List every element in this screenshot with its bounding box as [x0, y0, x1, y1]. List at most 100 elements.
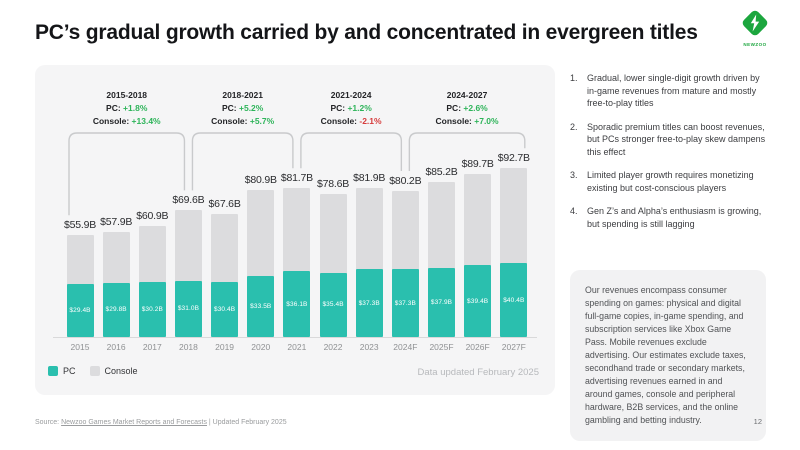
bar-2016: $29.8B — [102, 231, 130, 337]
bar-pc-segment: $30.2B — [138, 282, 166, 337]
bar-pc-value-label: $29.4B — [69, 306, 91, 314]
period-pc-growth: PC: +5.2% — [222, 103, 264, 113]
bar-pc-value-label: $37.9B — [430, 299, 453, 307]
data-updated-note: Data updated February 2025 — [417, 367, 539, 378]
takeaway-text: Gradual, lower single-digit growth drive… — [587, 73, 760, 108]
bar-2026F: $39.4B — [464, 173, 492, 337]
bar-pc-value-label: $37.3B — [394, 299, 416, 307]
bar-total-label: $80.2B — [389, 175, 422, 188]
x-tick-2023: 2023 — [359, 342, 379, 352]
takeaway-3: 3. Limited player growth requires monetiz… — [570, 169, 770, 194]
period-range: 2021-2024 — [330, 90, 372, 100]
bar-2024F: $37.3B — [391, 191, 419, 337]
takeaway-number: 4. — [570, 206, 578, 216]
bar-pc-segment: $40.4B — [500, 263, 528, 337]
period-pc-growth: PC: +1.2% — [330, 103, 372, 113]
bar-total-label: $80.9B — [244, 173, 277, 186]
x-axis-line — [53, 337, 537, 338]
bar-pc-value-label: $36.1B — [286, 300, 308, 308]
bar-total-label: $92.7B — [497, 152, 530, 165]
bar-pc-segment: $31.0B — [174, 280, 202, 337]
legend-swatch-pc — [48, 366, 58, 376]
bar-pc-value-label: $30.2B — [141, 306, 163, 314]
bar-total-label: $60.9B — [136, 210, 169, 223]
bar-pc-segment: $37.9B — [428, 268, 455, 337]
source-prefix: Source: — [35, 419, 62, 426]
bar-2018: $31.0B — [174, 210, 202, 337]
x-tick-2027F: 2027F — [501, 342, 526, 352]
bar-2021: $36.1B — [283, 188, 311, 337]
bar-pc-segment: $30.4B — [211, 281, 239, 337]
bar-2022: $35.4B — [319, 193, 347, 337]
period-range: 2024-2027 — [446, 90, 488, 100]
x-tick-2021: 2021 — [287, 342, 307, 352]
bar-2017: $30.2B — [138, 226, 166, 337]
period-console-growth: Console: -2.1% — [320, 116, 382, 126]
x-tick-2017: 2017 — [142, 342, 162, 352]
newzoo-wordmark: NEWZOO — [743, 42, 767, 47]
bar-pc-value-label: $30.4B — [213, 305, 236, 313]
bar-total-label: $57.9B — [100, 215, 133, 228]
bar-2027F: $40.4B — [500, 168, 528, 337]
takeaway-text: Gen Z’s and Alpha’s enthusiasm is growin… — [587, 206, 762, 229]
newzoo-diamond-icon — [742, 10, 768, 36]
period-range: 2015-2018 — [106, 90, 148, 100]
legend-item-console: Console — [89, 366, 138, 376]
bar-2020: $33.5B — [247, 189, 275, 337]
bar-pc-segment: $37.3B — [391, 269, 419, 337]
source-line: Source: Newzoo Games Market Reports and … — [35, 419, 287, 426]
key-takeaways-list: 1. Gradual, lower single-digit growth dri… — [570, 72, 770, 241]
bar-total-label: $85.2B — [425, 165, 458, 178]
period-header-2015-2018: 2015-2018 PC: +1.8% Console: +13.4% — [47, 89, 207, 128]
x-tick-2022: 2022 — [323, 342, 343, 352]
bar-pc-value-label: $37.3B — [358, 299, 380, 307]
bar-total-label: $67.6B — [208, 197, 241, 210]
chart-card: 2015-2018 PC: +1.8% Console: +13.4% 2018-20… — [35, 65, 555, 395]
period-brackets — [68, 132, 526, 216]
bar-total-label: $81.9B — [353, 171, 386, 184]
bracket-2024-2027 — [408, 132, 526, 172]
page-title: PC’s gradual growth carried by and conce… — [35, 21, 698, 44]
bar-pc-segment: $36.1B — [283, 271, 311, 337]
bar-pc-value-label: $29.8B — [105, 306, 127, 314]
x-tick-2024F: 2024F — [393, 342, 418, 352]
bar-2015: $29.4B — [66, 235, 94, 337]
bar-pc-value-label: $33.5B — [250, 303, 272, 311]
chart-legend: PC Console — [48, 366, 138, 376]
period-pc-growth: PC: +1.8% — [106, 103, 148, 113]
x-tick-2026F: 2026F — [465, 342, 490, 352]
source-suffix: | Updated February 2025 — [206, 419, 287, 426]
bar-pc-value-label: $35.4B — [322, 301, 344, 309]
period-header-2018-2021: 2018-2021 PC: +5.2% Console: +5.7% — [163, 89, 323, 128]
takeaway-number: 1. — [570, 73, 578, 83]
x-tick-2019: 2019 — [215, 342, 235, 352]
bar-total-label: $78.6B — [317, 177, 350, 190]
bar-pc-segment: $39.4B — [464, 265, 492, 337]
bar-pc-segment: $29.8B — [102, 282, 130, 337]
period-range: 2018-2021 — [222, 90, 263, 100]
bar-total-label: $69.6B — [172, 194, 205, 207]
bar-total-label: $55.9B — [63, 219, 97, 232]
takeaway-text: Limited player growth requires monetizin… — [587, 170, 754, 193]
period-header-2021-2024: 2021-2024 PC: +1.2% Console: -2.1% — [271, 89, 431, 128]
bar-pc-segment: $33.5B — [247, 276, 275, 337]
newzoo-logo: NEWZOO — [738, 8, 772, 47]
takeaway-4: 4. Gen Z’s and Alpha’s enthusiasm is grow… — [570, 205, 770, 230]
takeaway-number: 2. — [570, 121, 578, 132]
takeaway-number: 3. — [570, 170, 578, 180]
methodology-note: Our revenues encompass consumer spending… — [570, 270, 766, 441]
period-console-growth: Console: +7.0% — [435, 116, 499, 126]
source-link[interactable]: Newzoo Games Market Reports and Forecast… — [61, 419, 207, 426]
bracket-2021-2024 — [300, 132, 403, 172]
bracket-2015-2018 — [68, 132, 186, 216]
legend-swatch-console — [89, 366, 100, 376]
takeaway-2: 2. Sporadic premium titles can boost reve… — [570, 121, 770, 159]
bracket-2018-2021 — [191, 132, 294, 191]
bar-pc-segment: $29.4B — [66, 283, 94, 337]
bar-2023: $37.3B — [355, 187, 383, 337]
x-tick-2015: 2015 — [70, 342, 90, 352]
bar-pc-segment: $35.4B — [319, 272, 347, 337]
bar-pc-value-label: $31.0B — [177, 305, 200, 313]
page-number: 12 — [753, 417, 762, 426]
bar-pc-value-label: $39.4B — [467, 297, 489, 305]
